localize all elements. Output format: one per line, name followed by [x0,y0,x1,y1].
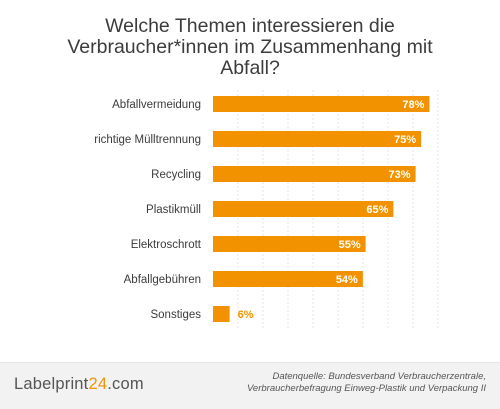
category-label: Sonstiges [150,309,201,321]
category-label: richtige Mülltrennung [94,134,201,146]
bar [213,166,416,182]
bar [213,236,366,252]
category-label: Abfallgebühren [124,274,201,286]
footer: Labelprint24.com Datenquelle: Bundesverb… [0,362,500,409]
value-label: 65% [366,204,388,216]
value-label: 73% [389,169,411,181]
value-label: 78% [402,99,424,111]
value-label: 55% [339,239,361,251]
category-label: Abfallvermeidung [112,99,201,111]
category-label: Plastikmüll [146,204,201,216]
bar-chart: Abfallvermeidung 78% richtige Mülltrennung… [94,90,439,330]
category-label: Elektroschrott [131,239,202,251]
value-label: 75% [394,134,416,146]
labelprint24-logo[interactable]: Labelprint24.com [14,375,144,394]
bar [213,306,230,322]
value-label: 54% [336,274,358,286]
bar [213,96,430,112]
data-source: Datenquelle: Bundesverband Verbraucherze… [186,371,486,395]
bar [213,201,394,217]
category-label: Recycling [151,169,201,181]
chart-title: Welche Themen interessieren die Verbrauc… [67,15,433,79]
bar [213,271,363,287]
value-label: 6% [238,309,254,321]
logo-main: Labelprint [14,375,89,393]
source-line-1: Datenquelle: Bundesverband Verbraucherze… [272,371,486,382]
source-line-2: Verbraucherbefragung Einweg-Plastik und … [246,383,486,394]
bar [213,131,422,147]
logo-suffix: .com [107,375,144,393]
logo-accent: 24 [88,375,108,393]
